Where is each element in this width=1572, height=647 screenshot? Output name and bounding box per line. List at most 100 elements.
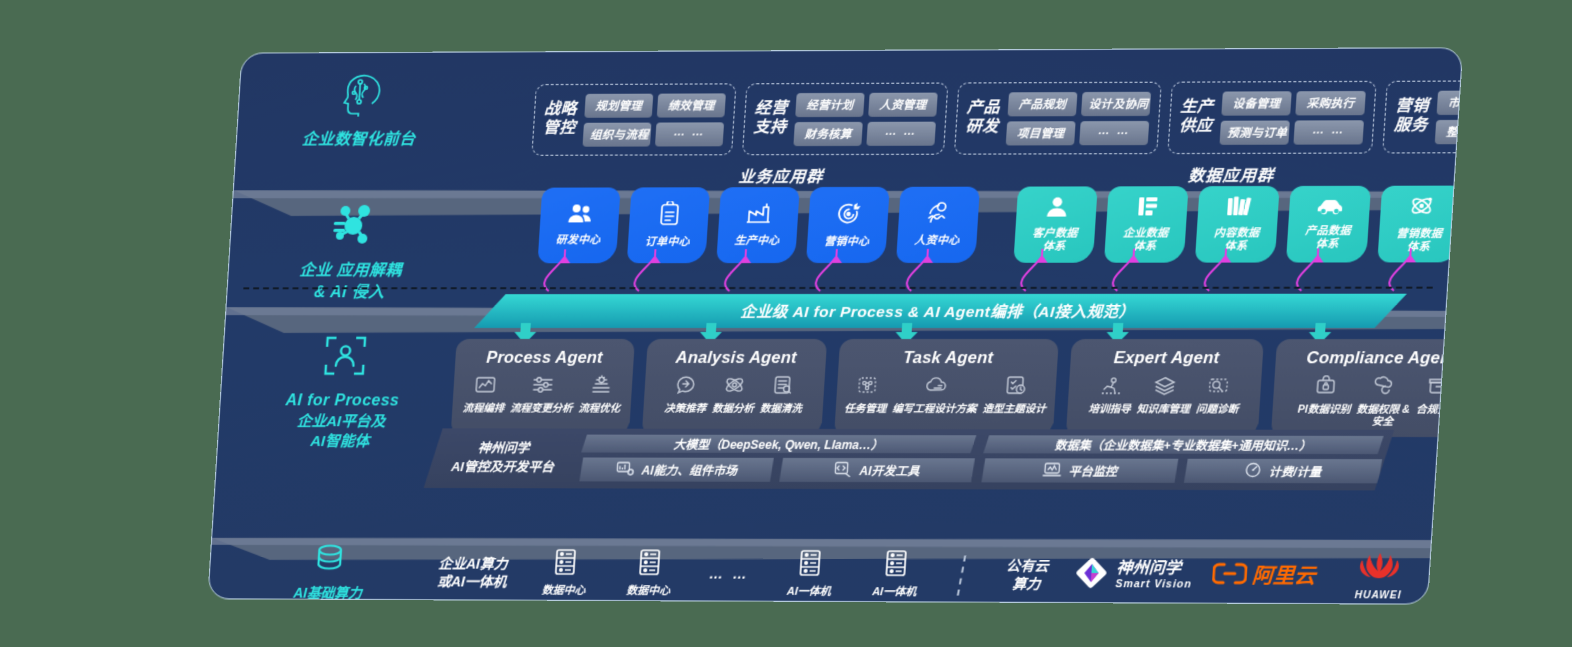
infra-more-dots: … … (691, 565, 768, 583)
server-rack-icon (636, 548, 664, 581)
infra-public-cloud: 公有云 算力 (984, 558, 1070, 593)
agent-cards-row: Process Agent 流程编排 (451, 339, 1464, 437)
platform-bar-label: AI开发工具 (858, 463, 920, 478)
infra-node-ai-appliance-1[interactable]: AI一体机 (766, 549, 854, 600)
car-icon (1315, 197, 1345, 220)
logo-label-huawei: HUAWEI (1354, 589, 1402, 602)
agent-feature[interactable]: 数据权限 & 安全 (1355, 375, 1412, 428)
agent-feature[interactable]: 流程优化 (578, 375, 622, 415)
agent-card-expert[interactable]: Expert Agent 培训指导 知识库管理 (1066, 339, 1264, 437)
agent-feature[interactable]: 数据清洗 (760, 375, 804, 415)
agent-feature[interactable]: PI数据识别 (1297, 375, 1353, 428)
agent-feature[interactable]: 流程变更分析 (510, 375, 575, 415)
infra-label: 企业AI算力 或AI一体机 (436, 555, 509, 590)
document-scan-icon (770, 375, 794, 400)
business-apps-cards: 研发中心 订单中心 生产中心 (537, 186, 980, 264)
huawei-logo (1355, 551, 1404, 586)
ai-platform-bar: 神州问学 AI管控及开发平台 大模型（DeepSeek, Qwen, Llama… (424, 428, 1394, 490)
agent-feature[interactable]: 编写工程设计方案 (892, 375, 979, 415)
agent-card-process[interactable]: Process Agent 流程编排 (451, 339, 635, 436)
checklist-clock-icon (1004, 375, 1028, 400)
infrastructure-row: AI基础算力 企业AI算力 或AI一体机 数据中心 (208, 544, 1430, 605)
infra-node-ai-appliance-2[interactable]: AI一体机 (851, 549, 940, 600)
app-card-enterprise-data[interactable]: 企业数据 体系 (1103, 186, 1189, 263)
agent-feature-label: 流程编排 (462, 402, 505, 415)
agent-title: Process Agent (485, 348, 604, 367)
rail-app-decoupling: 企业 应用解耦 & AI 侵入 (252, 202, 451, 304)
agent-feature-label: 编写工程设计方案 (891, 403, 977, 416)
agent-card-analysis[interactable]: Analysis Agent 决策推荐 (642, 339, 827, 436)
id-lock-icon (1313, 375, 1337, 400)
atom-analysis-icon (723, 375, 746, 400)
agent-feature-label: 知识库管理 (1136, 403, 1191, 416)
agent-card-compliance[interactable]: Compliance Agent PI数据识别 (1271, 339, 1463, 437)
platform-billing[interactable]: 计费/计量 (1184, 459, 1382, 484)
app-card-production-center[interactable]: 生产中心 (716, 187, 800, 264)
archive-alert-icon (1427, 375, 1451, 400)
platform-monitoring[interactable]: 平台监控 (981, 458, 1178, 483)
flow-chart-icon (473, 375, 496, 400)
agent-feature-label: 数据清洗 (759, 402, 803, 415)
rail-label-3a: AI for Process (285, 392, 400, 410)
agent-title: Analysis Agent (675, 348, 798, 367)
agent-feature-label: 数据权限 & 安全 (1356, 403, 1411, 428)
agent-feature-label: 任务管理 (843, 403, 887, 416)
app-card-rnd-center[interactable]: 研发中心 (537, 187, 621, 264)
platform-bar-label: AI能力、组件市场 (641, 463, 738, 478)
agent-title: Task Agent (902, 349, 994, 368)
connector-arrows (224, 48, 1417, 351)
banner-text: 企业级 AI for Process & AI Agent编排（AI接入规范） (739, 303, 1136, 322)
monitor-icon (1042, 461, 1062, 480)
target-spiral-icon (835, 201, 862, 231)
app-card-marketing-center[interactable]: 营销中心 (805, 186, 890, 264)
gauge-icon (1244, 461, 1262, 480)
diagnose-icon (1207, 375, 1231, 400)
agent-feature[interactable]: 流程编排 (462, 375, 506, 415)
agent-feature[interactable]: 合规预警 (1415, 375, 1461, 428)
platform-left-column: 大模型（DeepSeek, Qwen, Llama…） AI能力、组件市场 (579, 435, 976, 483)
logo-label-en: Smart Vision (1114, 578, 1193, 591)
platform-label-line: AI管控及开发平台 (450, 459, 555, 475)
infra-label: AI一体机 (871, 586, 917, 599)
molecule-node-icon (255, 202, 451, 253)
logo-aliyun[interactable]: 阿里云 (1197, 562, 1331, 590)
shenzhou-diamond-logo (1073, 556, 1110, 595)
platform-dev-tools[interactable]: AI开发工具 (779, 458, 975, 482)
infra-enterprise-compute: 企业AI算力 或AI一体机 (422, 556, 524, 591)
agent-feature[interactable]: 数据分析 (712, 375, 756, 415)
agent-feature-label: 流程变更分析 (509, 402, 573, 415)
infra-rail-text: AI基础算力 (292, 585, 363, 602)
platform-right-column: 数据集（企业数据集+专业数据集+通用知识…） 平台监控 (981, 435, 1383, 483)
platform-llm-bar[interactable]: 大模型（DeepSeek, Qwen, Llama…） (581, 435, 976, 454)
infra-dots: … … (708, 565, 751, 582)
platform-ai-market[interactable]: AI能力、组件市场 (579, 457, 773, 481)
agent-feature[interactable]: 造型主题设计 (982, 375, 1048, 415)
platform-dataset-bar[interactable]: 数据集（企业数据集+专业数据集+通用知识…） (983, 435, 1383, 454)
logo-label-cn: 神州问学 (1115, 560, 1182, 578)
agent-card-task[interactable]: Task Agent 任务管理 (834, 339, 1059, 437)
database-icon (311, 542, 349, 581)
logo-huawei[interactable]: HUAWEI (1328, 551, 1430, 603)
sliders-icon (531, 375, 554, 400)
person-avatar-icon (1045, 195, 1069, 222)
layers-icon (1153, 375, 1177, 400)
component-market-icon (615, 460, 635, 479)
agent-feature[interactable]: 培训指导 (1088, 375, 1133, 415)
infra-node-datacenter-1[interactable]: 数据中心 (521, 548, 609, 599)
infra-divider (937, 554, 986, 596)
app-card-product-data[interactable]: 产品数据 体系 (1285, 185, 1372, 263)
factory-icon (744, 202, 773, 230)
agent-feature[interactable]: 问题诊断 (1196, 375, 1241, 415)
infra-node-datacenter-2[interactable]: 数据中心 (605, 548, 693, 599)
agent-feature[interactable]: 任务管理 (844, 375, 889, 415)
server-rack-icon (551, 548, 579, 581)
teacher-icon (1099, 375, 1123, 400)
agent-feature-label: PI数据识别 (1297, 403, 1351, 416)
rail-label-3b: 企业AI平台及 (296, 412, 386, 430)
logo-shenzhou-smartvision[interactable]: 神州问学 Smart Vision (1068, 556, 1200, 596)
app-card-customer-data[interactable]: 客户数据 体系 (1013, 186, 1098, 263)
platform-bar-label: 计费/计量 (1268, 464, 1322, 479)
agent-feature[interactable]: 知识库管理 (1136, 375, 1192, 415)
infra-rail-label: AI基础算力 (234, 542, 425, 603)
agent-feature[interactable]: 决策推荐 (664, 375, 708, 415)
